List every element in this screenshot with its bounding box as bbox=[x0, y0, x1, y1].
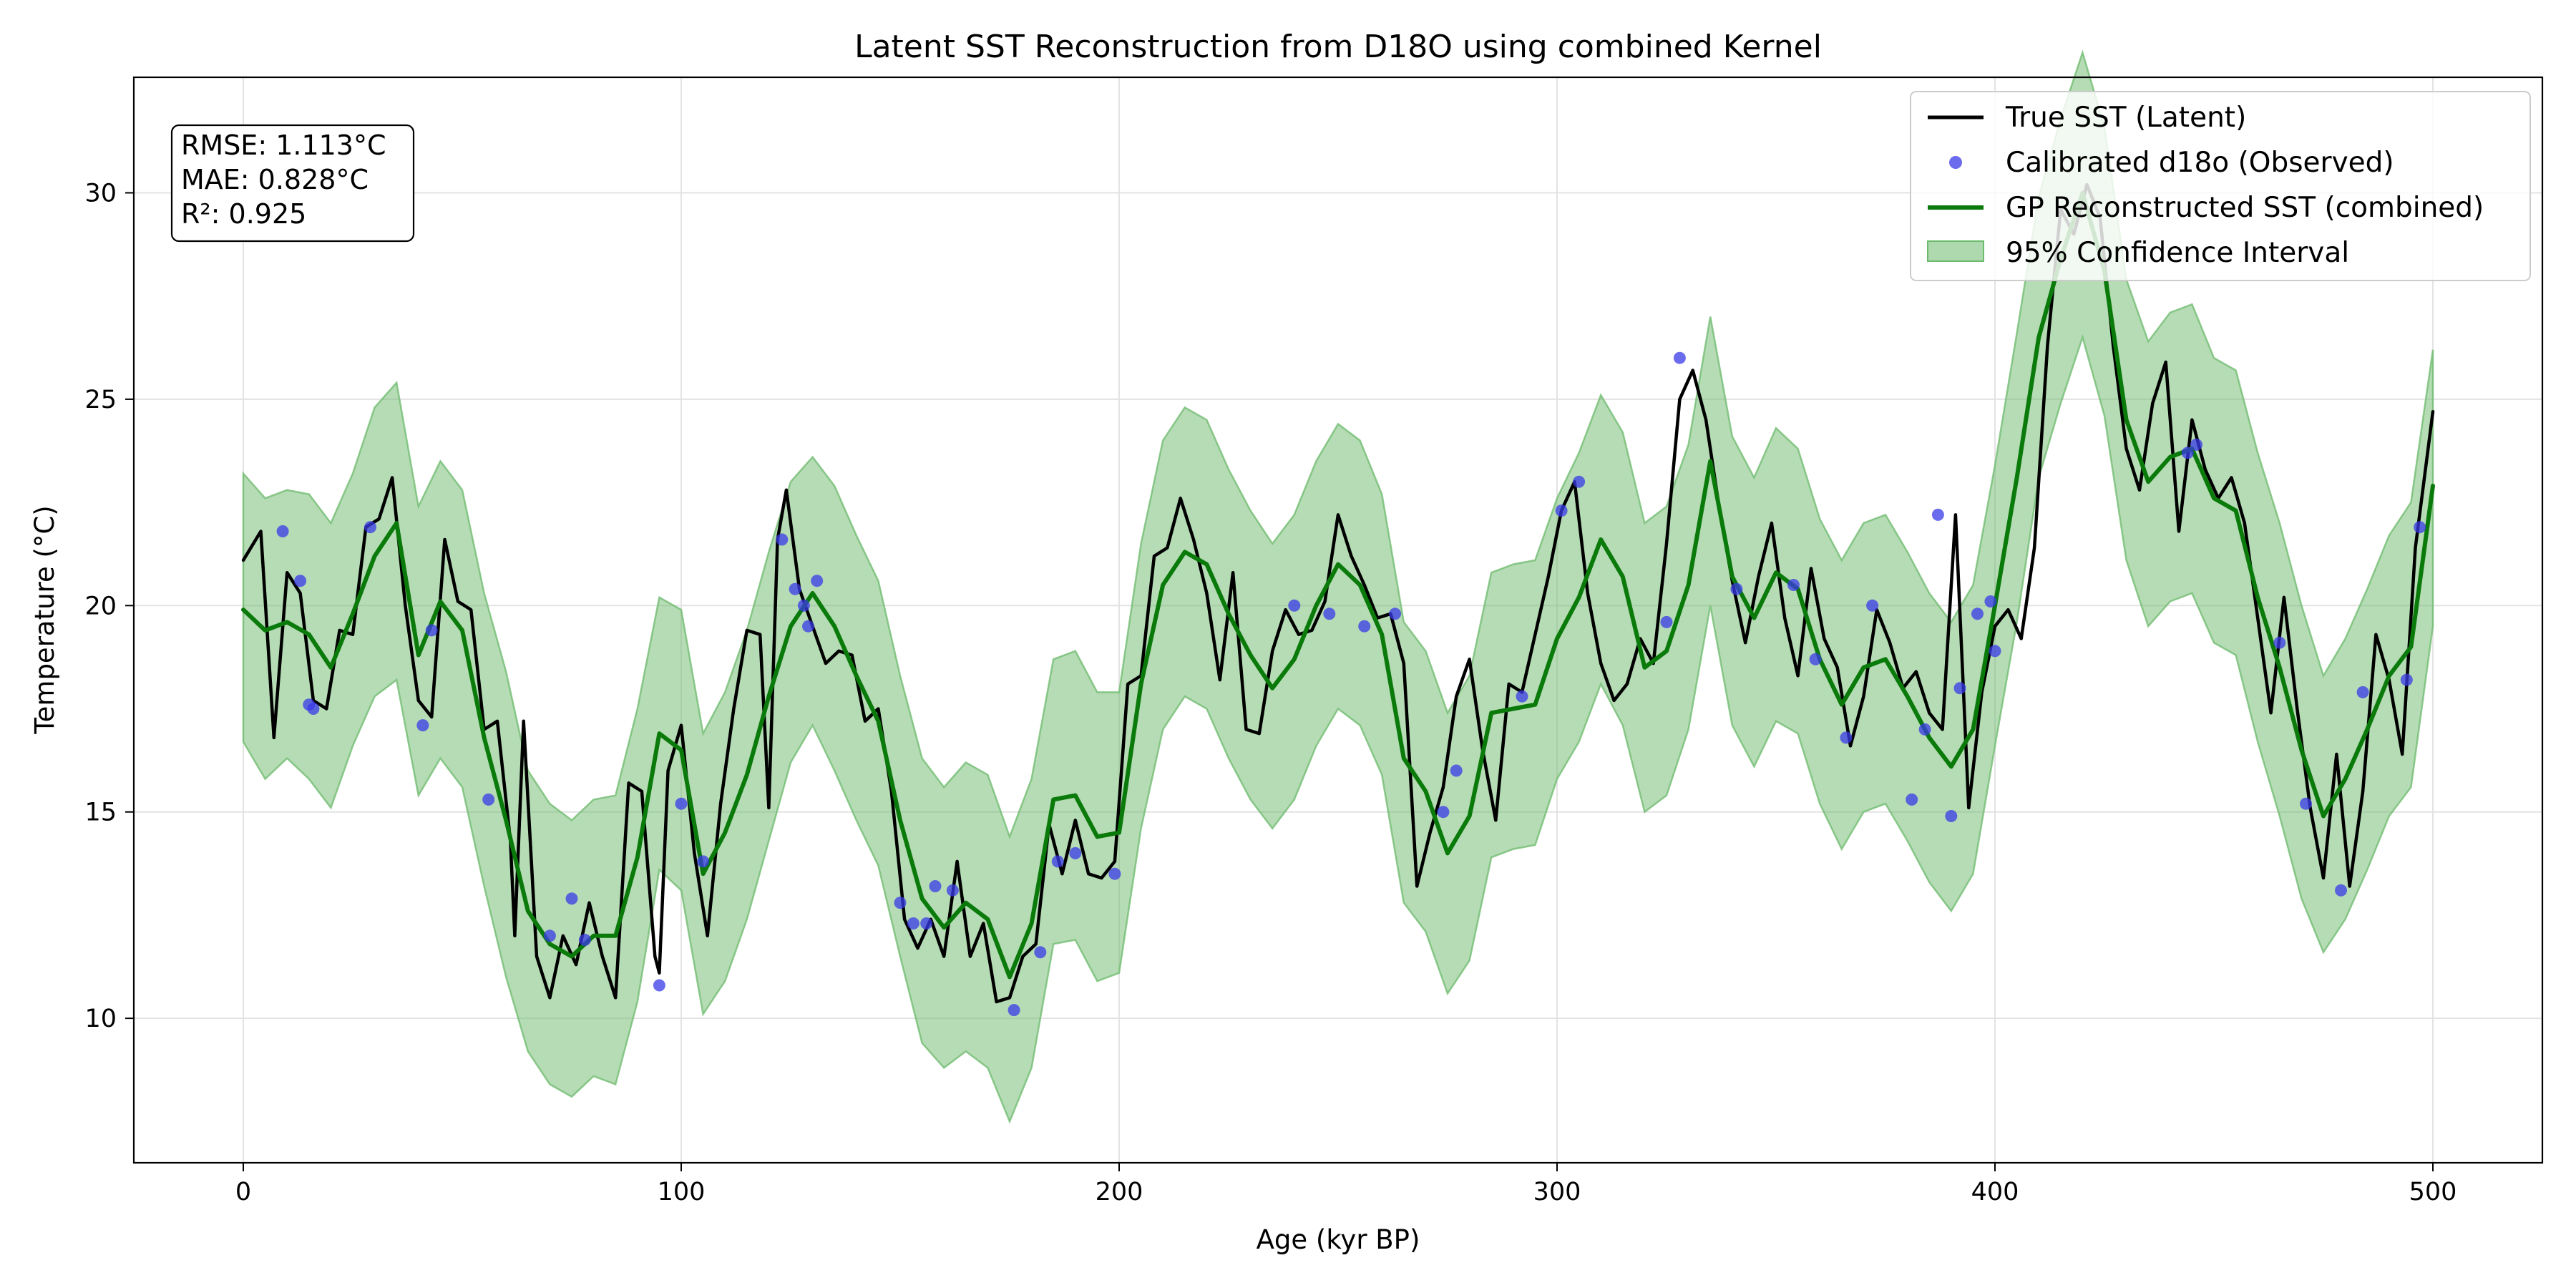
observed-point bbox=[675, 797, 688, 810]
x-tick-label: 100 bbox=[658, 1178, 706, 1206]
observed-point bbox=[1288, 599, 1301, 612]
observed-point bbox=[776, 533, 789, 546]
y-tick-label: 30 bbox=[84, 180, 117, 208]
observed-point bbox=[1906, 793, 1918, 806]
confidence-band bbox=[242, 49, 2434, 1124]
axis-ticks: 0 100 200 300 400 500 10 15 20 25 30 bbox=[84, 180, 2457, 1206]
x-tick-label: 400 bbox=[1971, 1178, 2019, 1206]
observed-point bbox=[2300, 797, 2312, 810]
observed-point bbox=[1660, 615, 1673, 628]
observed-point bbox=[1918, 723, 1931, 736]
observed-point bbox=[1573, 475, 1586, 488]
observed-point bbox=[578, 934, 591, 946]
y-tick-label: 10 bbox=[84, 1005, 117, 1033]
observed-point bbox=[920, 917, 933, 930]
observed-point bbox=[907, 917, 919, 930]
legend-label-gp: GP Reconstructed SST (combined) bbox=[2006, 192, 2484, 224]
observed-point bbox=[789, 582, 801, 595]
x-tick-label: 0 bbox=[235, 1178, 251, 1206]
observed-point bbox=[2414, 521, 2426, 534]
metrics-box-frame bbox=[170, 124, 415, 243]
observed-point bbox=[1945, 810, 1958, 822]
observed-point bbox=[425, 624, 438, 637]
observed-point bbox=[1051, 855, 1064, 868]
observed-point bbox=[1673, 351, 1686, 364]
observed-point bbox=[1450, 764, 1463, 777]
legend: True SST (Latent) Calibrated d18o (Obser… bbox=[1910, 91, 2531, 281]
observed-point bbox=[653, 979, 665, 992]
observed-point bbox=[1953, 682, 1966, 695]
observed-point bbox=[697, 855, 710, 868]
observed-point bbox=[797, 599, 810, 612]
observed-point bbox=[946, 884, 959, 897]
observed-point bbox=[1989, 645, 2001, 658]
observed-point bbox=[364, 521, 376, 534]
observed-point bbox=[1931, 508, 1944, 521]
legend-swatch-ci bbox=[1927, 240, 1984, 262]
x-tick-label: 200 bbox=[1096, 1178, 1143, 1206]
x-tick-label: 300 bbox=[1533, 1178, 1581, 1206]
observed-point bbox=[543, 930, 556, 942]
confidence-band-layer bbox=[242, 49, 2434, 1124]
observed-point bbox=[1108, 867, 1121, 880]
observed-point bbox=[276, 525, 289, 537]
x-axis-label: Age (kyr BP) bbox=[1257, 1224, 1420, 1255]
observation-points-layer bbox=[276, 351, 2426, 1017]
observed-point bbox=[1069, 847, 1082, 859]
y-tick-label: 20 bbox=[84, 592, 117, 620]
observed-point bbox=[1389, 608, 1402, 620]
observed-point bbox=[2190, 438, 2202, 451]
observed-point bbox=[811, 575, 824, 587]
observed-point bbox=[1730, 582, 1743, 595]
plot-frame bbox=[132, 76, 2544, 1164]
observed-point bbox=[2181, 447, 2194, 459]
metric-mae: MAE: 0.828°C bbox=[181, 164, 369, 195]
legend-frame bbox=[1910, 91, 2531, 281]
observed-point bbox=[1358, 620, 1371, 633]
legend-label-observed: Calibrated d18o (Observed) bbox=[2006, 147, 2394, 179]
observed-point bbox=[1555, 504, 1568, 517]
observed-point bbox=[1008, 1004, 1020, 1017]
observed-point bbox=[1437, 806, 1450, 819]
observed-point bbox=[1034, 946, 1047, 959]
x-tick-label: 500 bbox=[2409, 1178, 2457, 1206]
observed-point bbox=[2273, 636, 2286, 649]
observed-point bbox=[2335, 884, 2347, 897]
observed-point bbox=[1516, 690, 1528, 703]
metric-rmse: RMSE: 1.113°C bbox=[181, 130, 386, 161]
observed-point bbox=[565, 892, 578, 905]
observed-point bbox=[1866, 599, 1879, 612]
y-tick-label: 15 bbox=[84, 799, 117, 827]
observed-point bbox=[1840, 731, 1853, 744]
observed-point bbox=[307, 703, 320, 715]
observed-point bbox=[1787, 579, 1800, 591]
observed-point bbox=[1971, 608, 1984, 620]
legend-label-true-sst: True SST (Latent) bbox=[2005, 102, 2246, 134]
observed-point bbox=[482, 793, 495, 806]
metric-r2: R²: 0.925 bbox=[181, 198, 306, 230]
metrics-box: RMSE: 1.113°C MAE: 0.828°C R²: 0.925 bbox=[170, 124, 415, 243]
observed-point bbox=[929, 880, 942, 892]
chart-title: Latent SST Reconstruction from D18O usin… bbox=[854, 29, 1822, 65]
observed-point bbox=[2400, 673, 2413, 686]
y-axis-label: Temperature (°C) bbox=[29, 505, 60, 734]
observed-point bbox=[894, 897, 907, 909]
observed-point bbox=[1809, 653, 1822, 665]
observed-point bbox=[2356, 686, 2369, 698]
legend-swatch-observed bbox=[1949, 156, 1962, 169]
observed-point bbox=[294, 575, 307, 587]
observed-point bbox=[1984, 595, 1997, 608]
observed-point bbox=[802, 620, 814, 633]
observed-point bbox=[416, 719, 429, 732]
y-tick-label: 25 bbox=[84, 386, 117, 414]
legend-label-ci: 95% Confidence Interval bbox=[2006, 237, 2349, 269]
observed-point bbox=[1323, 608, 1336, 620]
